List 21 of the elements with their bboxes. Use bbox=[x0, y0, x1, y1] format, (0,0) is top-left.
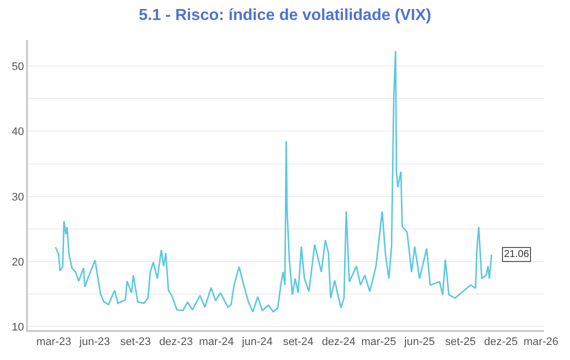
x-tick-label: dez-24 bbox=[322, 336, 356, 348]
x-tick-label: set-23 bbox=[120, 336, 151, 348]
x-tick-label: set-24 bbox=[282, 336, 314, 348]
x-tick-label: jun-23 bbox=[78, 336, 110, 348]
y-tick-label: 20 bbox=[12, 256, 24, 268]
annotation: 21.06 bbox=[504, 249, 530, 260]
x-tick-label: dez-23 bbox=[159, 336, 193, 348]
y-tick-label: 10 bbox=[12, 322, 24, 334]
x-tick-label: set-25 bbox=[445, 336, 476, 348]
y-tick-label: 30 bbox=[12, 191, 24, 204]
x-tick-label: mar-24 bbox=[199, 336, 234, 348]
chart-title: 5.1 - Risco: índice de volatilidade (VIX) bbox=[138, 7, 432, 24]
y-tick-label: 40 bbox=[12, 126, 24, 138]
x-tick-label: jun-25 bbox=[403, 336, 435, 348]
x-tick-label: dez-25 bbox=[484, 336, 518, 348]
line-series bbox=[54, 50, 492, 312]
x-tick-label: mar-25 bbox=[361, 336, 396, 348]
x-tick-label: jun-24 bbox=[241, 336, 273, 348]
x-tick-label: mar-26 bbox=[523, 336, 558, 348]
y-tick-label: 50 bbox=[12, 60, 24, 73]
x-tick-label: mar-23 bbox=[36, 336, 72, 348]
